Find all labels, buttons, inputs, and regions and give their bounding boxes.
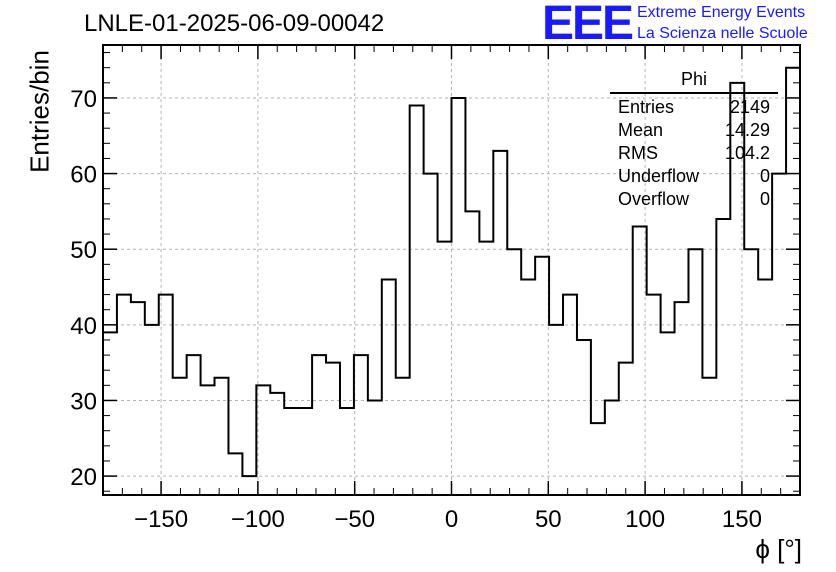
stats-row-underflow: Underflow 0 <box>610 165 778 188</box>
x-tick-label: −100 <box>231 506 285 533</box>
x-tick-label: −150 <box>134 506 188 533</box>
stats-row-overflow: Overflow 0 <box>610 188 778 211</box>
stats-label: Underflow <box>618 166 700 186</box>
stats-row-entries: Entries 2149 <box>610 96 778 119</box>
stats-label: Mean <box>618 120 664 140</box>
brand-line-1: Extreme Energy Events <box>637 4 806 21</box>
y-tick-label: 20 <box>70 464 97 491</box>
x-tick-label: 50 <box>535 506 562 533</box>
histogram-series <box>103 66 800 478</box>
x-tick-label: 0 <box>445 506 458 533</box>
brand-line-2: La Scienza nelle Scuole <box>637 25 808 42</box>
stats-row-mean: Mean 14.29 <box>610 119 778 142</box>
chart-title: LNLE-01-2025-06-09-00042 <box>84 10 385 37</box>
histogram-step-line <box>103 66 800 478</box>
y-tick-label: 30 <box>70 388 97 415</box>
stats-value: 0 <box>759 189 770 209</box>
y-axis-label: Entries/bin <box>24 50 55 173</box>
y-tick-label: 50 <box>70 237 97 264</box>
x-tick-label: 100 <box>625 506 665 533</box>
y-tick-label: 60 <box>70 162 97 189</box>
x-tick-label: 150 <box>722 506 762 533</box>
y-tick-label: 70 <box>70 86 97 113</box>
stats-label: Entries <box>618 97 675 117</box>
stats-label: RMS <box>618 143 658 163</box>
y-tick-label: 40 <box>70 313 97 340</box>
stats-value: 104.2 <box>724 143 770 163</box>
x-axis-label: ϕ [°] <box>755 534 802 564</box>
axis-ticks: −150 −100 −50 0 50 100 150 20 30 40 50 60 70 <box>70 45 801 533</box>
x-tick-label: −50 <box>334 506 375 533</box>
stats-value: 2149 <box>729 97 770 117</box>
eee-logo: EEE <box>542 0 634 50</box>
stats-value: 0 <box>759 166 770 186</box>
stats-title: Phi <box>610 70 778 94</box>
stats-box: Phi Entries 2149 Mean 14.29 RMS 104.2 Un… <box>610 70 778 211</box>
stats-row-rms: RMS 104.2 <box>610 142 778 165</box>
stats-value: 14.29 <box>724 120 770 140</box>
stats-label: Overflow <box>618 189 690 209</box>
